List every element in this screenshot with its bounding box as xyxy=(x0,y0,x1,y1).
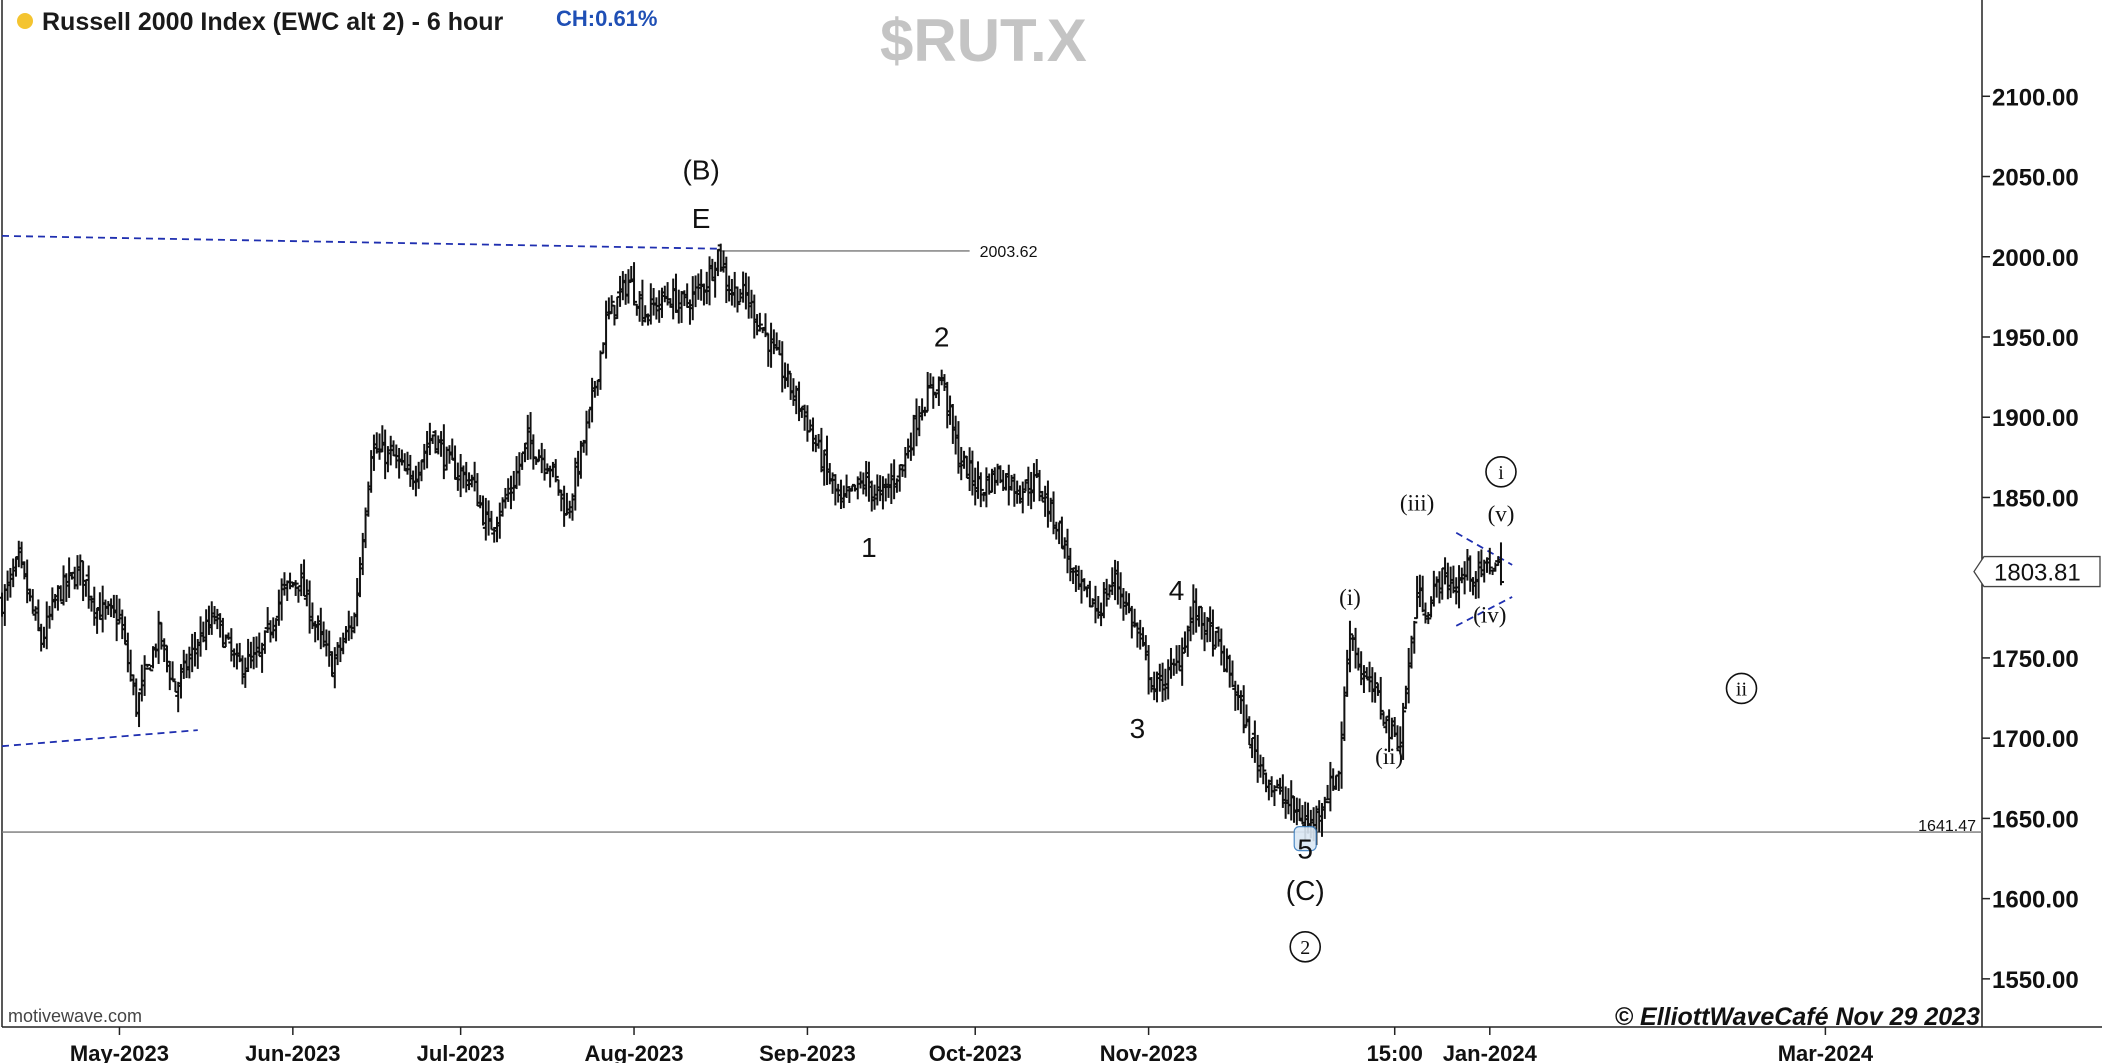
x-tick-label: Mar-2024 xyxy=(1778,1041,1874,1063)
x-tick-label: Sep-2023 xyxy=(759,1041,856,1063)
x-tick-label: Jul-2023 xyxy=(417,1041,505,1063)
x-tick-label: Aug-2023 xyxy=(585,1041,684,1063)
wave-label: (ii) xyxy=(1375,744,1403,769)
wave-label: (i) xyxy=(1339,585,1361,610)
trendline xyxy=(1455,531,1513,566)
ohlc-bar xyxy=(1019,481,1026,514)
ohlc-bar xyxy=(113,594,120,642)
wave-label: (v) xyxy=(1488,502,1515,527)
ohlc-bar xyxy=(734,286,741,313)
ohlc-bar xyxy=(608,295,615,315)
y-tick-label: 2050.00 xyxy=(1992,165,2079,192)
y-tick-label: 1850.00 xyxy=(1992,485,2079,512)
x-tick-label: 15:00 xyxy=(1367,1041,1423,1063)
x-tick-label: Nov-2023 xyxy=(1100,1041,1198,1063)
ohlc-bar xyxy=(1260,757,1267,785)
ohlc-bar xyxy=(1346,620,1353,673)
ohlc-bar xyxy=(1400,702,1407,760)
trendline xyxy=(1,234,718,250)
y-tick-label: 1750.00 xyxy=(1992,646,2079,673)
symbol-watermark: $RUT.X xyxy=(880,7,1087,74)
wave-label: (B) xyxy=(682,155,719,186)
y-tick-label: 2000.00 xyxy=(1992,245,2079,272)
wave-label: 5 xyxy=(1297,834,1313,865)
wave-label: (iii) xyxy=(1400,490,1435,515)
wave-label: 1 xyxy=(861,532,877,563)
wave-label: i xyxy=(1498,462,1504,484)
wave-label: (iv) xyxy=(1473,603,1506,628)
wave-label: E xyxy=(692,203,711,234)
chart-title: Russell 2000 Index (EWC alt 2) - 6 hour xyxy=(42,8,504,36)
wave-label: ii xyxy=(1736,678,1748,700)
x-tick-label: Jun-2023 xyxy=(245,1041,340,1063)
last-price-label: 1803.81 xyxy=(1994,560,2081,587)
ohlc-bar xyxy=(1271,785,1278,807)
ohlc-bar xyxy=(147,667,154,672)
low-marker[interactable] xyxy=(1293,826,1317,852)
y-tick-label: 1600.00 xyxy=(1992,887,2079,914)
ohlc-bar xyxy=(1377,676,1384,720)
change-percent: CH:0.61% xyxy=(556,6,658,31)
wave-label: 2 xyxy=(934,322,950,353)
x-tick-label: Jan-2024 xyxy=(1443,1041,1538,1063)
wave-label: (C) xyxy=(1286,875,1325,906)
ohlc-bar xyxy=(1209,609,1216,657)
source-label: motivewave.com xyxy=(8,1006,143,1026)
y-tick-label: 1700.00 xyxy=(1992,726,2079,753)
y-tick-label: 1900.00 xyxy=(1992,405,2079,432)
copyright-label: © ElliottWaveCafé Nov 29 2023 xyxy=(1614,1003,1980,1031)
y-tick-label: 2100.00 xyxy=(1992,84,2079,111)
wave-label: 3 xyxy=(1130,713,1146,744)
ohlc-bar xyxy=(1103,578,1110,607)
wave-label: 4 xyxy=(1169,575,1185,606)
ohlc-bar xyxy=(144,663,151,668)
level-label: 1641.47 xyxy=(1918,818,1976,835)
x-tick-label: May-2023 xyxy=(70,1041,169,1063)
y-tick-label: 1950.00 xyxy=(1992,325,2079,352)
last-price-tag xyxy=(1973,555,2101,588)
ohlc-bar xyxy=(1411,620,1418,654)
status-dot xyxy=(17,13,33,29)
trendline xyxy=(1,729,198,748)
ohlc-bar xyxy=(141,655,148,696)
wave-label-circle xyxy=(1485,455,1517,488)
ohlc-bar xyxy=(1497,542,1504,586)
trendline xyxy=(1455,596,1513,627)
ohlc-bar xyxy=(552,459,559,483)
ohlc-bar xyxy=(977,472,984,508)
ohlc-bar xyxy=(631,262,638,306)
ohlc-bar xyxy=(930,376,937,409)
ohlc-bar xyxy=(169,661,176,681)
y-tick-label: 1550.00 xyxy=(1992,967,2079,994)
level-label: 2003.62 xyxy=(980,244,1038,261)
y-tick-label: 1650.00 xyxy=(1992,806,2079,833)
wave-label: 2 xyxy=(1300,937,1310,959)
wave-label-circle xyxy=(1725,672,1758,705)
ohlc-bar xyxy=(784,363,791,388)
x-tick-label: Oct-2023 xyxy=(929,1041,1022,1063)
wave-label-circle xyxy=(1289,930,1322,963)
